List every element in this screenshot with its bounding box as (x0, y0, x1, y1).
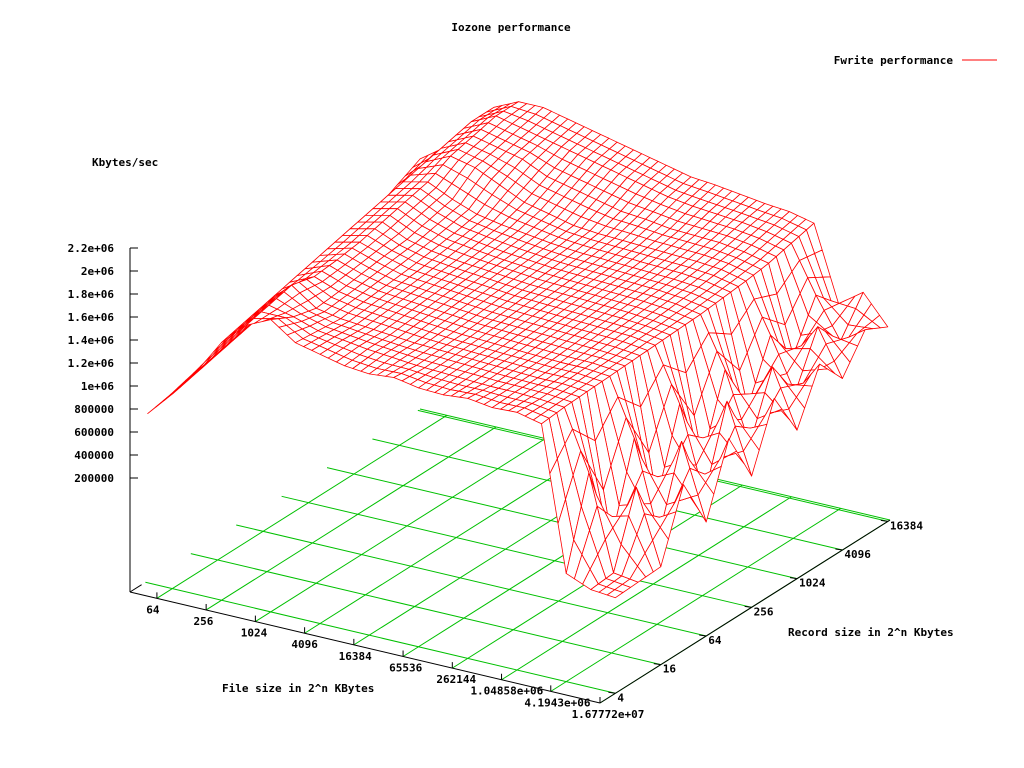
file-tick-label: 1.04858e+06 (470, 685, 543, 698)
grid-line-record (145, 581, 616, 694)
file-tick-label: 64 (146, 603, 160, 616)
grid-line-record (281, 495, 752, 608)
record-tick-label: 1024 (799, 577, 826, 590)
legend-label: Fwrite performance (834, 54, 954, 67)
grid-line-record (190, 553, 661, 666)
surface-cell (606, 589, 624, 599)
record-tick-label: 64 (708, 634, 722, 647)
left-edge (129, 584, 142, 593)
record-tick-label: 16384 (890, 519, 923, 532)
record-tick (653, 663, 661, 666)
axes: 200000 400000 600000 800000 1e+06 1.2e+06 1.4e… (68, 242, 924, 721)
base-grid (145, 408, 891, 704)
record-axis-line (599, 519, 891, 704)
file-tick-label: 4096 (291, 638, 318, 651)
record-tick (699, 634, 707, 637)
z-tick-label: 1.8e+06 (68, 288, 115, 301)
file-tick-label: 256 (194, 615, 214, 628)
z-tick-label: 1e+06 (81, 380, 114, 393)
grid-line-record (236, 524, 707, 637)
record-tick (880, 519, 888, 522)
z-axis-label: Kbytes/sec (92, 156, 158, 169)
record-tick (789, 577, 798, 580)
record-tick-label: 256 (754, 605, 774, 618)
file-tick-label: 1024 (241, 627, 268, 640)
legend: Fwrite performance (834, 54, 997, 67)
x-axis-label: File size in 2^n KBytes (222, 682, 374, 695)
z-tick-label: 400000 (74, 449, 114, 462)
record-tick (744, 605, 752, 608)
z-tick-label: 200000 (74, 472, 114, 485)
grid-line-file (304, 449, 595, 634)
grid-line-file (550, 507, 842, 692)
file-axis-line (129, 591, 601, 704)
file-tick-label: 262144 (436, 673, 476, 686)
chart-title: Iozone performance (451, 21, 571, 34)
z-tick-label: 800000 (74, 403, 114, 416)
z-tick-label: 2.2e+06 (68, 242, 115, 255)
z-tick-label: 1.2e+06 (68, 357, 115, 370)
file-tick-label: 65536 (389, 661, 422, 674)
record-tick (835, 548, 843, 551)
file-tick-label: 16384 (339, 650, 372, 663)
grid-line-file (156, 414, 448, 599)
y-axis-label: Record size in 2^n Kbytes (788, 626, 954, 639)
surface-mesh (147, 101, 889, 599)
record-tick (608, 691, 616, 694)
grid-line-file (501, 496, 792, 681)
grid-line-file (255, 438, 546, 623)
file-tick-label: 1.67772e+07 (572, 708, 645, 721)
file-tick-label: 4.1943e+06 (524, 696, 591, 709)
grid-line-file (205, 426, 497, 611)
record-tick-label: 4096 (844, 548, 871, 561)
z-tick-label: 2e+06 (81, 265, 114, 278)
record-tick-label: 16 (663, 663, 677, 676)
z-tick-label: 600000 (74, 426, 114, 439)
record-tick-label: 4 (617, 691, 624, 704)
z-tick-label: 1.6e+06 (68, 311, 115, 324)
z-tick-label: 1.4e+06 (68, 334, 115, 347)
